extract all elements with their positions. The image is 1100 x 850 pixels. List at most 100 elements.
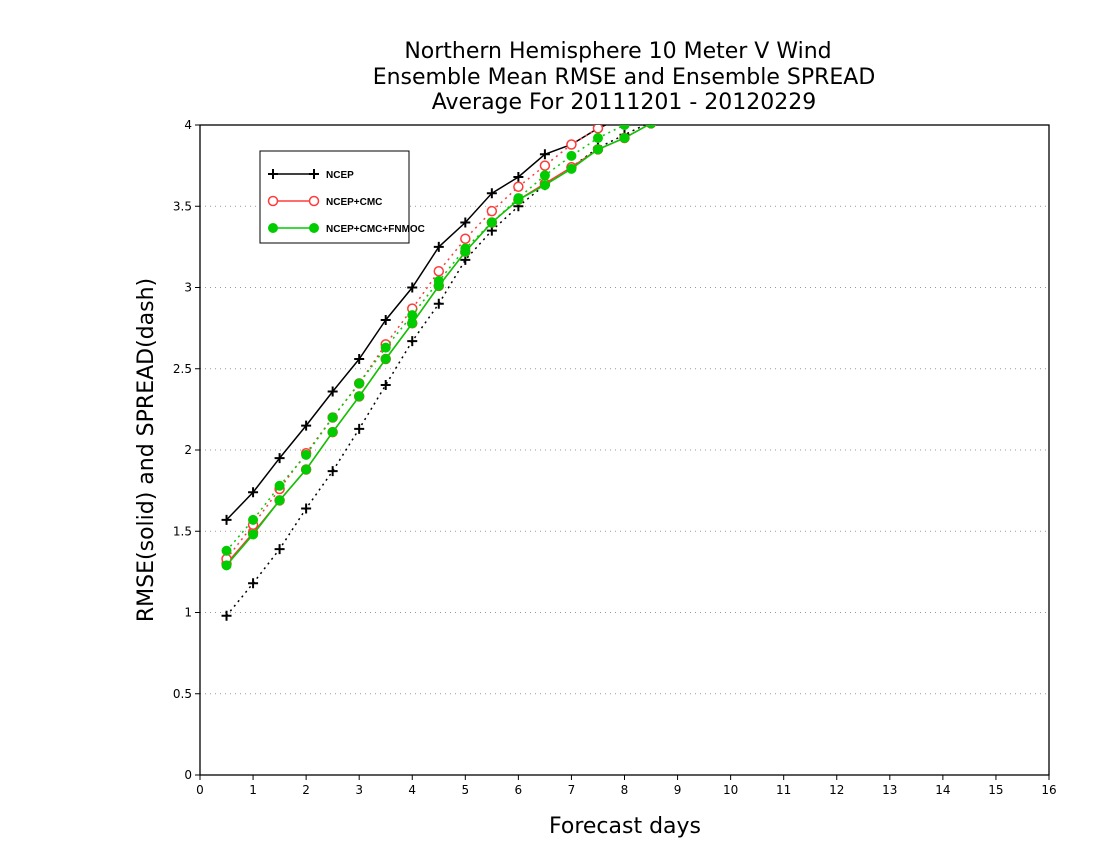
legend-item-ncep-cmc-fnmoc-marker-right [309, 223, 319, 233]
x-tick-label-2: 2 [302, 783, 310, 797]
axis-ticks: 00.511.522.533.540 1 2 3 4 5 6 7 8 9 10 11 12 13 14 15 1… [173, 118, 1057, 797]
series-ncep-cmc-fnmoc-spread-point-13 [566, 150, 577, 161]
series-ncep-cmc-fnmoc-spread-point-15 [619, 125, 630, 130]
legend-item-ncep-cmc-fnmoc: NCEP+CMC+FNMOC [268, 223, 425, 235]
x-tick-label-6: 6 [515, 783, 523, 797]
series-ncep-cmc-spread-point-9 [460, 233, 471, 244]
series-ncep-rmse-point-3 [301, 420, 312, 431]
chart-title-line-2: Ensemble Mean RMSE and Ensemble SPREAD [373, 65, 876, 90]
x-tick-label-13: 13 [882, 783, 897, 797]
series-ncep-cmc-fnmoc-rmse-point-2 [274, 495, 285, 506]
x-tick-label-4: 4 [408, 783, 416, 797]
legend-item-ncep-label: NCEP [326, 170, 354, 181]
series-ncep-cmc-spread-point-13 [566, 139, 577, 150]
series-ncep-rmse-point-0 [221, 514, 232, 525]
y-tick-label-7: 3.5 [173, 199, 192, 213]
series-ncep-cmc-fnmoc-rmse-point-15 [619, 133, 630, 143]
series-ncep-cmc-spread-point-12 [539, 160, 551, 171]
y-axis-title: RMSE(solid) and SPREAD(dash) [134, 278, 159, 622]
x-tick-label-0: 0 [196, 783, 204, 797]
series-ncep-cmc-fnmoc-spread-point-6 [380, 342, 391, 353]
series-ncep-rmse-point-1 [248, 487, 259, 498]
x-tick-label-3: 3 [355, 783, 363, 797]
series-ncep-rmse-point-11 [513, 172, 524, 182]
x-tick-label-11: 11 [776, 783, 791, 797]
grid-lines [200, 205, 1049, 695]
legend-item-ncep-cmc-marker-left [267, 195, 279, 207]
x-tick-label-8: 8 [621, 783, 629, 797]
series-ncep-rmse-point-5 [354, 354, 365, 364]
series-ncep-cmc-fnmoc-spread-point-10 [486, 217, 497, 228]
series-ncep-spread-point-7 [407, 336, 418, 347]
series-ncep-cmc-fnmoc-rmse-point-0 [221, 560, 232, 571]
x-tick-label-14: 14 [935, 783, 950, 797]
series-ncep-rmse-point-10 [486, 188, 497, 199]
series-ncep-cmc-spread-point-11 [513, 181, 524, 192]
series-ncep-cmc-fnmoc-rmse-point-1 [248, 529, 259, 540]
y-tick-label-6: 3 [184, 281, 192, 295]
series-ncep-spread-line [225, 125, 647, 617]
x-tick-label-7: 7 [568, 783, 576, 797]
legend-item-ncep-cmc-fnmoc-label: NCEP+CMC+FNMOC [326, 224, 425, 235]
series-ncep-cmc-fnmoc-rmse-point-12 [539, 180, 550, 191]
series-ncep-rmse-point-8 [433, 241, 444, 252]
series-ncep-cmc-fnmoc-rmse-point-13 [566, 163, 577, 174]
series-ncep-cmc-fnmoc-rmse-point-3 [301, 464, 312, 475]
legend-item-ncep-cmc: NCEP+CMC [267, 195, 382, 208]
x-tick-label-16: 16 [1041, 783, 1056, 797]
legend-item-ncep-cmc-fnmoc-marker-left [268, 223, 278, 233]
y-tick-label-2: 1 [184, 606, 192, 620]
series-ncep-rmse-point-4 [327, 386, 338, 397]
series-ncep-cmc-fnmoc-spread-point-12 [539, 170, 550, 181]
x-axis-title: Forecast days [549, 814, 701, 839]
series-ncep-rmse-point-7 [407, 282, 418, 293]
series-ncep-spread-point-0 [221, 610, 232, 621]
series-ncep-cmc-fnmoc-rmse-point-16 [646, 125, 656, 129]
series-ncep-cmc-fnmoc-spread-point-11 [513, 193, 524, 204]
series-ncep-cmc-fnmoc-rmse-point-4 [327, 427, 338, 438]
series-ncep-cmc-fnmoc-rmse-point-14 [592, 144, 603, 155]
series-ncep-rmse-point-2 [274, 453, 285, 464]
y-tick-label-5: 2.5 [173, 362, 192, 376]
series-ncep-rmse-point-6 [380, 315, 391, 325]
series-ncep-cmc-fnmoc-rmse-point-6 [380, 354, 391, 364]
series-ncep-spread-point-8 [433, 298, 444, 309]
series-ncep-cmc-spread-point-8 [433, 266, 445, 277]
series-ncep-cmc-fnmoc-spread-point-14 [592, 133, 603, 143]
legend-item-ncep-marker-left [268, 169, 278, 179]
series-ncep-rmse-point-12 [539, 149, 550, 160]
legend-items: NCEP NCEP+CMC NCEP+CMC+FNMOC [267, 169, 425, 235]
series-ncep-cmc-spread-point-10 [486, 205, 498, 217]
legend-item-ncep: NCEP [268, 169, 354, 181]
legend: NCEP NCEP+CMC NCEP+CMC+FNMOC [259, 150, 425, 244]
legend-item-ncep-cmc-label: NCEP+CMC [326, 197, 382, 208]
series-ncep-cmc-fnmoc-spread-point-3 [301, 449, 312, 460]
x-tick-label-1: 1 [249, 783, 257, 797]
series-ncep-cmc-fnmoc-spread-point-7 [407, 310, 418, 321]
y-tick-label-0: 0 [184, 768, 192, 782]
series-ncep-cmc-fnmoc-rmse-point-5 [354, 391, 365, 402]
series-ncep-cmc-fnmoc-spread-point-0 [221, 545, 232, 556]
series-ncep-cmc-fnmoc-spread [221, 125, 630, 556]
legend-item-ncep-marker-right [309, 169, 319, 179]
series-ncep-cmc-fnmoc-spread-point-4 [327, 412, 338, 423]
x-tick-label-15: 15 [988, 783, 1003, 797]
y-tick-label-3: 1.5 [173, 524, 192, 538]
x-tick-label-5: 5 [461, 783, 469, 797]
series-ncep-spread-point-2 [274, 544, 285, 555]
x-tick-label-10: 10 [723, 783, 738, 797]
chart-title-line-1: Northern Hemisphere 10 Meter V Wind [404, 39, 831, 64]
series-ncep-rmse-point-9 [460, 217, 471, 228]
y-tick-label-8: 4 [184, 118, 192, 132]
series-ncep-spread-point-6 [380, 380, 391, 390]
series-ncep-spread-point-4 [327, 466, 338, 477]
x-tick-label-12: 12 [829, 783, 844, 797]
x-tick-label-9: 9 [674, 783, 682, 797]
series-ncep-cmc-fnmoc-spread-point-9 [460, 243, 471, 254]
y-tick-label-4: 2 [184, 443, 192, 457]
y-tick-label-1: 0.5 [173, 687, 192, 701]
series-ncep-cmc-fnmoc-spread-point-8 [433, 276, 444, 286]
series-ncep-spread-point-3 [301, 503, 312, 514]
series-ncep-cmc-spread-point-14 [592, 125, 604, 134]
series-ncep-spread-point-5 [354, 423, 365, 434]
